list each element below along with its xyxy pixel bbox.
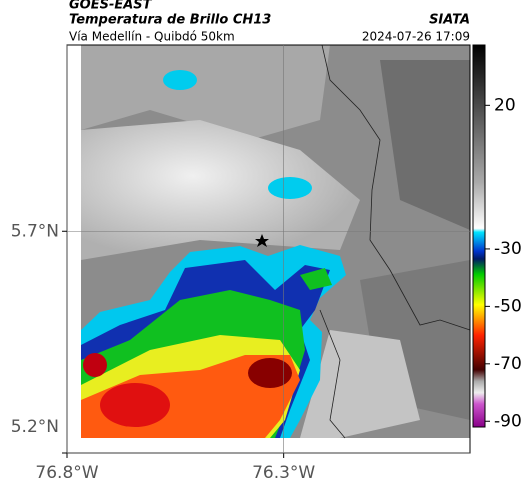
y-tick-label: 5.7°N	[11, 221, 59, 241]
x-tick-label: 76.8°W	[35, 463, 98, 483]
satellite: GOES-EAST	[69, 0, 153, 13]
colorbar	[472, 44, 486, 428]
colorbar-label: -70	[494, 354, 522, 374]
x-tick-label: 76.3°W	[252, 463, 315, 483]
satellite-image	[81, 44, 471, 439]
colorbar-label: -50	[494, 296, 522, 316]
colorbar-label: -30	[494, 239, 522, 259]
colorbar-label: -90	[494, 411, 522, 431]
y-tick-label: 5.2°N	[11, 417, 59, 437]
product: Temperatura de Brillo CH13	[69, 13, 271, 28]
colorbar-label: 20	[494, 95, 516, 115]
source: SIATA	[429, 13, 470, 28]
region: Vía Medellín - Quibdó 50km	[69, 30, 235, 44]
datetime: 2024-07-26 17:09	[362, 30, 470, 44]
